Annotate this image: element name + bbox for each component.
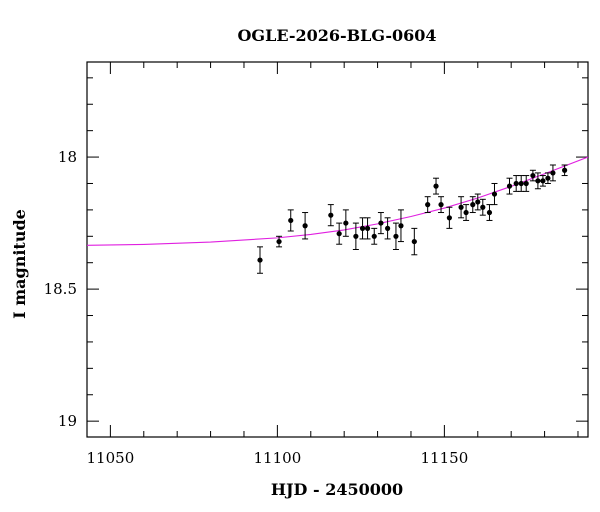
- y-axis-label: I magnitude: [10, 209, 29, 319]
- data-point: [530, 172, 536, 179]
- x-axis-label: HJD - 2450000: [271, 480, 403, 499]
- x-tick-label: 11150: [421, 449, 469, 467]
- data-point: [535, 178, 541, 184]
- data-point: [518, 180, 524, 187]
- data-point: [393, 233, 399, 239]
- data-point: [353, 233, 359, 239]
- data-point: [540, 178, 546, 184]
- data-point: [550, 170, 556, 176]
- plot-area: 11050 11100 11150 18 18.5 19: [44, 61, 589, 467]
- data-point: [506, 183, 513, 189]
- data-point: [491, 191, 498, 197]
- x-tick-label: 11100: [254, 449, 302, 467]
- data-point: [480, 204, 486, 210]
- data-point: [438, 202, 444, 208]
- data-point: [470, 202, 476, 208]
- data-point: [475, 199, 481, 205]
- data-point: [545, 175, 551, 181]
- data-point: [328, 212, 334, 218]
- data-point: [433, 183, 439, 189]
- data-point: [302, 223, 308, 229]
- data-point: [288, 217, 294, 224]
- chart-title: OGLE-2026-BLG-0604: [237, 26, 436, 45]
- data-point: [398, 223, 404, 229]
- data-point: [486, 209, 493, 216]
- data-point: [336, 231, 342, 237]
- data-point: [513, 180, 519, 187]
- data-point: [343, 220, 349, 226]
- data-point: [257, 257, 263, 263]
- y-tick-label: 19: [58, 412, 77, 430]
- data-point: [371, 233, 377, 239]
- data-point: [446, 215, 452, 221]
- data-point: [276, 238, 282, 245]
- data-point: [411, 238, 417, 245]
- data-point: [463, 209, 469, 216]
- data-point: [425, 202, 431, 208]
- y-tick-label: 18.5: [44, 280, 77, 298]
- data-point: [359, 225, 366, 231]
- data-point: [562, 167, 568, 173]
- plot-frame: [86, 61, 589, 438]
- data-point: [458, 204, 464, 210]
- data-point: [364, 225, 371, 231]
- x-tick-label: 11050: [87, 449, 135, 467]
- data-point: [523, 180, 529, 187]
- data-point: [378, 220, 384, 226]
- y-tick-label: 18: [58, 148, 77, 166]
- data-point: [385, 225, 391, 231]
